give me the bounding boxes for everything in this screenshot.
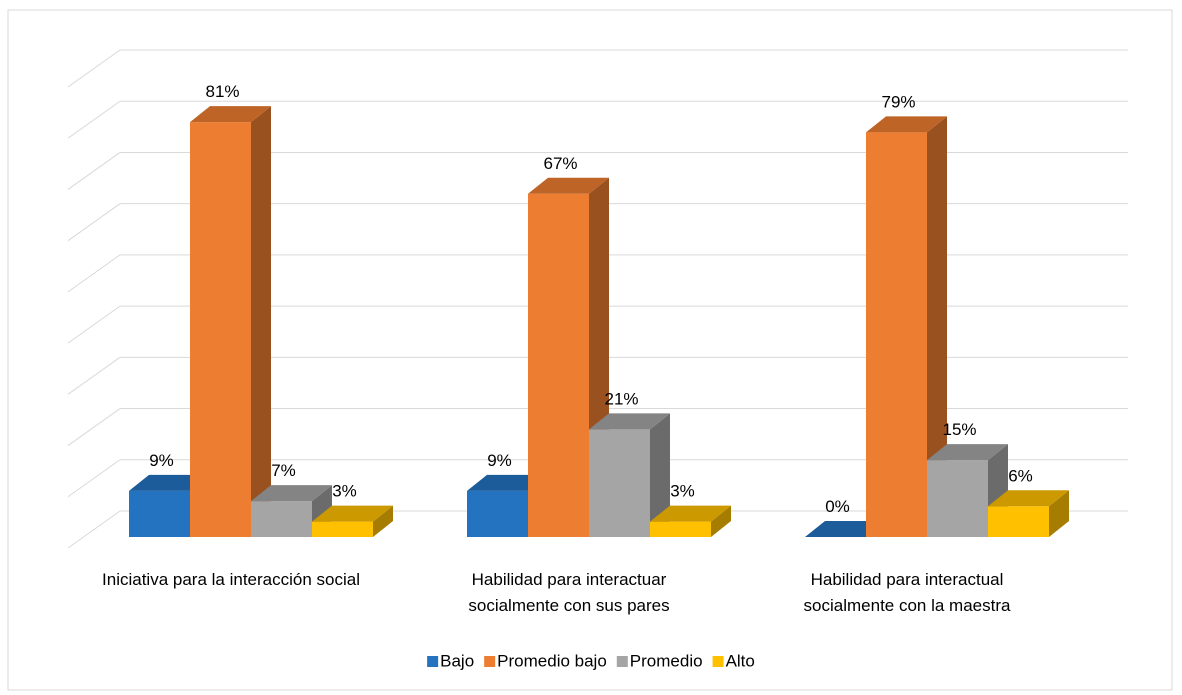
- bar: [312, 505, 393, 537]
- data-label: 9%: [149, 451, 174, 470]
- bar-side: [251, 106, 271, 537]
- bar: [988, 490, 1069, 537]
- bar-top: [190, 106, 271, 123]
- grid-line-side: [67, 510, 121, 549]
- bar-front: [467, 490, 528, 537]
- data-label: 21%: [604, 389, 638, 408]
- legend-label: Bajo: [440, 651, 474, 670]
- bar-side: [650, 413, 670, 537]
- bar-top: [129, 474, 210, 491]
- bar-top: [805, 521, 886, 537]
- bar: [650, 505, 731, 537]
- data-label: 6%: [1008, 466, 1033, 485]
- x-tick-label: Habilidad para interactual socialmente c…: [803, 570, 1011, 615]
- grid-line-side: [67, 305, 121, 344]
- data-label: 3%: [670, 482, 695, 501]
- bar: [805, 521, 886, 537]
- bar-front: [528, 193, 589, 538]
- bar-front: [251, 501, 312, 537]
- data-label: 15%: [942, 420, 976, 439]
- bar-top: [312, 505, 393, 522]
- grid-line-side: [67, 49, 121, 88]
- legend-swatch: [616, 656, 628, 667]
- bar-top: [866, 116, 947, 133]
- bar-top: [988, 490, 1069, 507]
- bar-side: [373, 505, 393, 537]
- bar-front: [866, 132, 927, 537]
- x-tick-label: Habilidad para interactuar socialmente c…: [468, 570, 670, 615]
- bar-front: [190, 122, 251, 537]
- data-label: 0%: [825, 497, 850, 516]
- data-label: 67%: [543, 154, 577, 173]
- legend-swatch: [484, 656, 496, 667]
- grid-line-side: [67, 100, 121, 139]
- bar: [589, 413, 670, 537]
- bar-top: [467, 474, 548, 491]
- grid-line-side: [67, 152, 121, 190]
- bar-side: [927, 116, 947, 537]
- legend-label: Promedio: [630, 651, 703, 670]
- grid-line-side: [67, 203, 121, 242]
- bar-side: [711, 505, 731, 537]
- bar-front: [129, 490, 190, 537]
- x-tick-label: Iniciativa para la interacción social: [102, 570, 360, 589]
- legend-swatch: [427, 656, 439, 667]
- data-label: 7%: [271, 461, 296, 480]
- bar-front: [988, 506, 1049, 537]
- bar-top: [589, 413, 670, 430]
- legend-swatch: [712, 656, 724, 667]
- bar: [866, 116, 947, 537]
- bar-front: [589, 429, 650, 537]
- bar-top: [528, 177, 609, 194]
- bar-front: [927, 460, 988, 537]
- data-label: 9%: [487, 451, 512, 470]
- bar: [190, 106, 271, 537]
- grid-line-side: [67, 408, 121, 446]
- legend-label: Promedio bajo: [497, 651, 607, 670]
- data-label: 3%: [332, 482, 357, 501]
- grid-line-side: [67, 459, 121, 498]
- bar-front: [650, 521, 711, 537]
- grid-line-side: [67, 254, 121, 293]
- bar-top: [927, 444, 1008, 461]
- grid-line-side: [67, 356, 121, 395]
- bar-side: [1049, 490, 1069, 537]
- data-label: 79%: [881, 92, 915, 111]
- bar-front: [312, 521, 373, 537]
- legend-label: Alto: [726, 651, 755, 670]
- bar-top: [650, 505, 731, 522]
- data-label: 81%: [205, 82, 239, 101]
- bar-top: [251, 485, 332, 502]
